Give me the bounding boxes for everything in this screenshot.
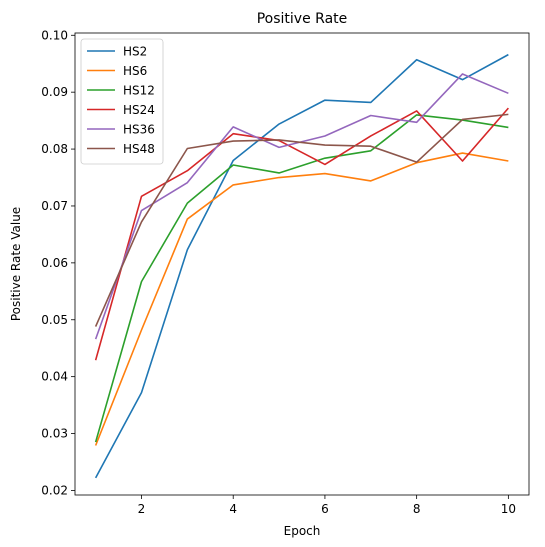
y-axis-label: Positive Rate Value (9, 207, 23, 321)
plot-frame (74, 32, 530, 496)
x-tick-label: 4 (229, 502, 237, 516)
series-line-hs36 (94, 73, 509, 340)
y-tick-label: 0.06 (41, 256, 68, 270)
y-tick-label: 0.08 (41, 142, 68, 156)
legend-label: HS2 (123, 45, 147, 59)
y-tick-label: 0.02 (41, 483, 68, 497)
y-tick-label: 0.05 (41, 313, 68, 327)
legend-label: HS6 (123, 64, 147, 78)
legend-label: HS48 (123, 142, 155, 156)
y-tick-label: 0.09 (41, 85, 68, 99)
legend-label: HS12 (123, 84, 155, 98)
legend-label: HS24 (123, 103, 155, 117)
plot-area (94, 53, 509, 479)
series-line-hs24 (94, 107, 509, 361)
y-tick-label: 0.10 (41, 28, 68, 42)
y-tick-label: 0.04 (41, 370, 68, 384)
x-tick-label: 2 (138, 502, 146, 516)
y-tick-label: 0.03 (41, 427, 68, 441)
legend-label: HS36 (123, 123, 155, 137)
x-tick-label: 10 (501, 502, 516, 516)
x-tick-label: 6 (321, 502, 329, 516)
series-line-hs6 (94, 152, 509, 446)
y-tick-label: 0.07 (41, 199, 68, 213)
x-axis-label: Epoch (284, 524, 321, 538)
x-tick-label: 8 (413, 502, 421, 516)
series-line-hs48 (94, 113, 509, 327)
series-line-hs12 (94, 114, 509, 443)
legend: HS2 HS6 HS12 HS24 HS36 HS48 (80, 38, 164, 165)
series-line-hs2 (94, 53, 509, 479)
chart-title: Positive Rate (257, 11, 348, 27)
